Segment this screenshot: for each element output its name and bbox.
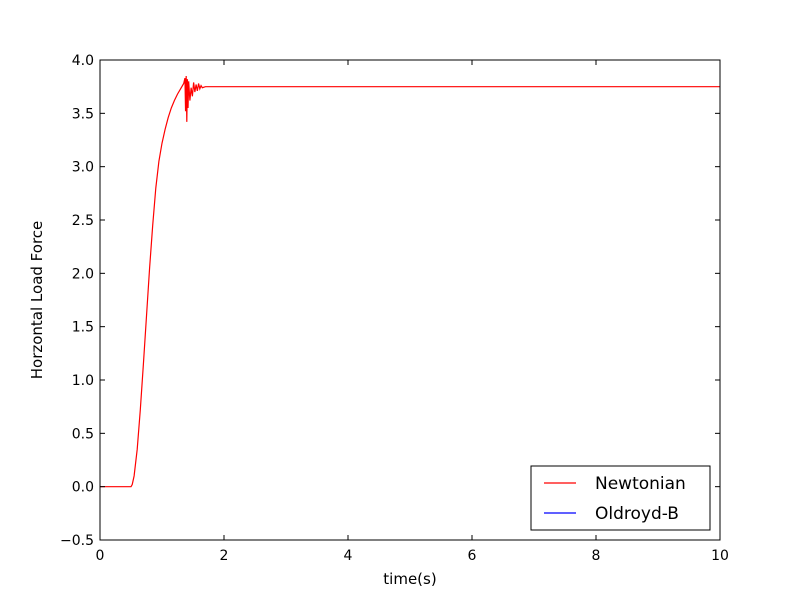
x-tick-label: 2 [220,548,229,564]
y-axis: −0.5 0.0 0.5 1.0 1.5 2.0 2.5 3.0 3.5 4.0 [60,53,720,549]
legend-box [530,465,711,531]
plot-lines [100,75,720,488]
y-tick-label: 4.0 [72,53,94,69]
legend: Newtonian Oldroyd-B [530,465,711,531]
axes-frame [99,59,721,541]
y-tick-label: −0.5 [60,533,94,549]
x-tick-label: 10 [711,548,729,564]
x-axis-label: time(s) [383,570,436,588]
y-tick-label: 3.0 [72,160,94,176]
x-tick-label: 4 [344,548,353,564]
x-tick-label: 6 [468,548,477,564]
legend-label-oldroyd-b: Oldroyd-B [595,504,679,524]
series-line-newtonian [100,75,720,488]
y-tick-label: 3.5 [72,106,94,122]
x-tick-label: 0 [96,548,105,564]
y-tick-label: 0.0 [72,480,94,496]
y-tick-label: 0.5 [72,426,94,442]
y-tick-label: 1.0 [72,373,94,389]
y-axis-label: Horzontal Load Force [28,221,46,380]
x-tick-label: 8 [592,548,601,564]
y-tick-label: 2.0 [72,266,94,282]
y-tick-label: 1.5 [72,320,94,336]
x-axis: 0 2 4 6 8 10 [96,60,729,564]
y-tick-label: 2.5 [72,213,94,229]
legend-label-newtonian: Newtonian [595,474,686,494]
